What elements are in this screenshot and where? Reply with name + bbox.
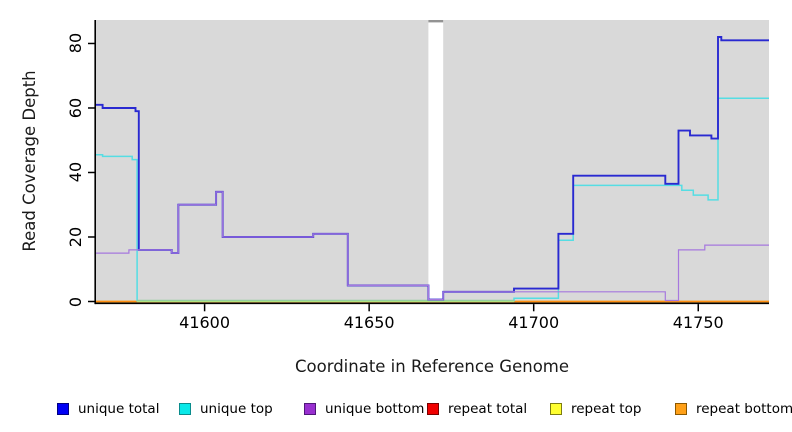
legend-label: unique bottom — [325, 401, 425, 417]
legend-label: unique total — [78, 401, 160, 417]
legend-item-repeat-total: repeat total — [427, 398, 527, 420]
chart-legend: unique total unique top unique bottom re… — [0, 398, 792, 422]
x-tick-label: 41750 — [672, 313, 724, 332]
unique-top-swatch-icon — [179, 403, 191, 415]
y-tick-label: 40 — [66, 162, 85, 183]
unique-bottom-swatch-icon — [304, 403, 316, 415]
series-unique-bottom — [96, 191, 769, 302]
gap-band — [428, 20, 444, 303]
x-tick-label: 41700 — [508, 313, 560, 332]
legend-item-unique-total: unique total — [57, 398, 159, 420]
repeat-bottom-swatch-icon — [675, 403, 687, 415]
legend-item-unique-bottom: unique bottom — [304, 398, 424, 420]
legend-item-unique-top: unique top — [179, 398, 273, 420]
y-axis-title: Read Coverage Depth — [20, 70, 39, 252]
gap-top-cap — [428, 20, 444, 23]
repeat-total-swatch-icon — [427, 403, 439, 415]
y-tick-label: 0 — [66, 296, 85, 307]
legend-label: repeat total — [448, 401, 528, 417]
legend-item-repeat-bottom: repeat bottom — [675, 398, 792, 420]
repeat-top-swatch-icon — [550, 403, 562, 415]
x-axis-title: Coordinate in Reference Genome — [294, 357, 570, 376]
y-tick-label: 60 — [66, 97, 85, 119]
y-tick-label: 80 — [66, 33, 85, 54]
legend-label: repeat top — [571, 401, 642, 417]
y-tick-label: 20 — [66, 226, 85, 248]
legend-item-repeat-top: repeat top — [550, 398, 641, 420]
legend-label: repeat bottom — [696, 401, 792, 417]
unique-total-swatch-icon — [57, 403, 69, 415]
legend-label: unique top — [200, 401, 273, 417]
series-unique-top — [96, 97, 769, 302]
x-tick-label: 41650 — [343, 313, 395, 332]
x-tick-label: 41600 — [179, 313, 231, 332]
